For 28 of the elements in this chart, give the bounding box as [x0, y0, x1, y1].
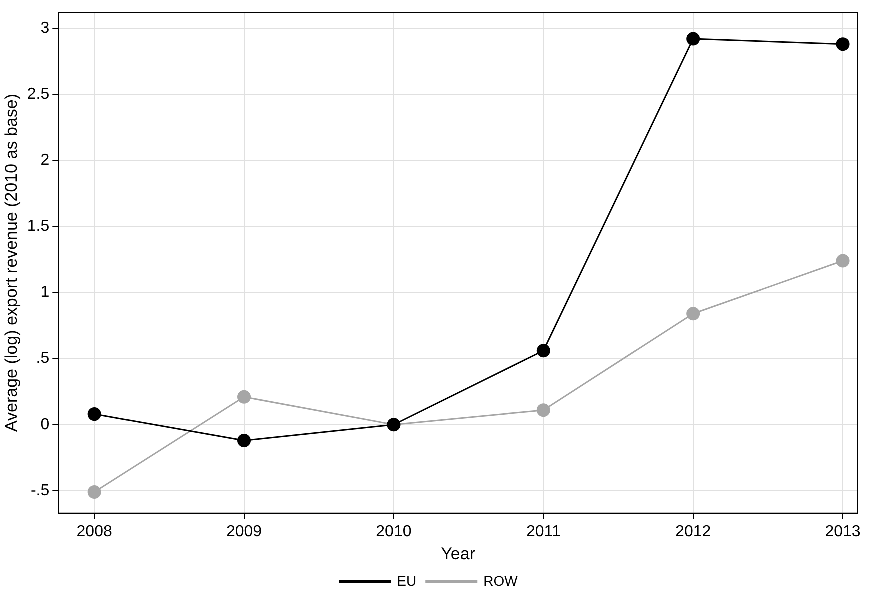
y-tick-label: 2: [40, 152, 50, 169]
y-tick-label: .5: [36, 350, 50, 368]
x-tick-label: 2008: [76, 523, 112, 540]
point: [686, 307, 700, 321]
y-tick-label: 1.5: [27, 218, 50, 236]
x-tick-label: 2010: [376, 523, 412, 540]
legend-label: EU: [397, 572, 417, 589]
y-tick-label: 2.5: [27, 86, 50, 103]
x-tick-label: 2009: [226, 523, 262, 540]
point: [238, 390, 252, 404]
legend-label: ROW: [484, 572, 519, 589]
point: [88, 486, 102, 500]
y-axis-title: Average (log) export revenue (2010 as base): [2, 94, 21, 432]
x-tick-label: 2013: [825, 523, 861, 540]
point: [88, 408, 102, 422]
x-tick-label: 2012: [676, 523, 712, 540]
point: [536, 344, 550, 358]
y-tick-label: 0: [40, 416, 50, 434]
point: [836, 38, 850, 52]
x-tick-label: 2011: [526, 523, 561, 540]
point: [536, 404, 550, 418]
point: [836, 254, 850, 268]
y-tick-label: 1: [40, 284, 50, 302]
y-tick-label: -.5: [30, 482, 50, 500]
point: [686, 32, 700, 46]
point: [238, 434, 252, 448]
y-tick-label: 3: [40, 20, 50, 37]
x-axis-title: Year: [441, 544, 476, 564]
